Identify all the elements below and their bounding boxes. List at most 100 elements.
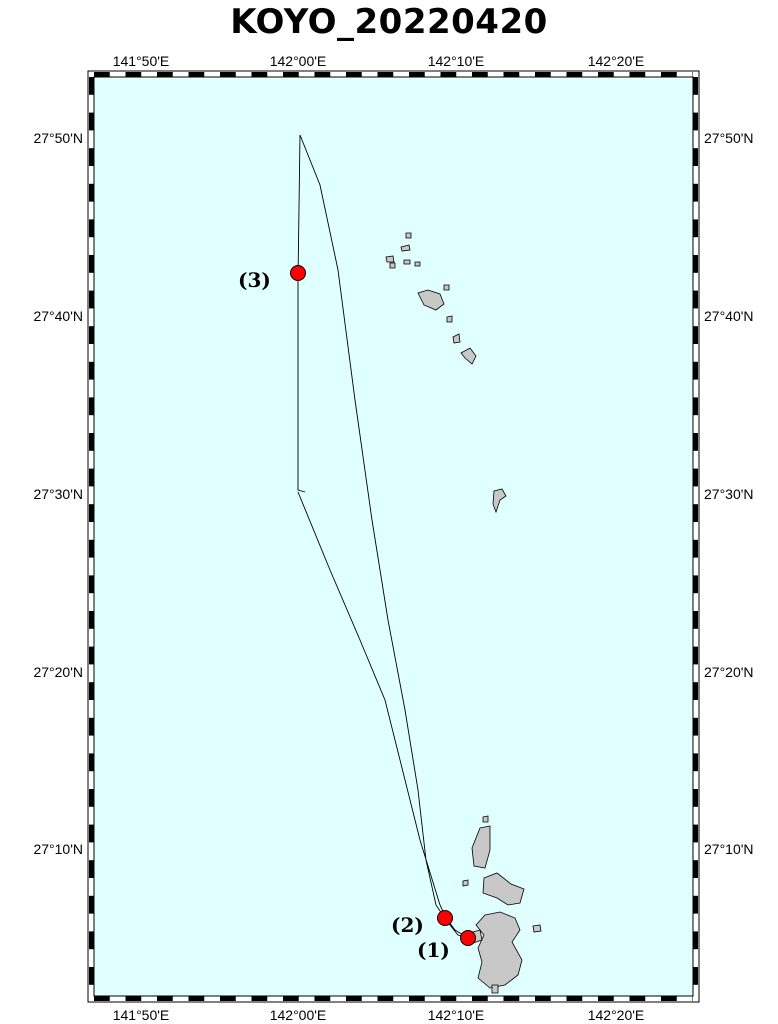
- frame-tick: [693, 860, 698, 878]
- frame-tick: [283, 996, 299, 1001]
- lat-label: 27°40'N: [704, 308, 754, 324]
- frame-tick: [693, 504, 698, 522]
- map-title: KOYO_20220420: [230, 2, 548, 42]
- map-frame: [87, 70, 700, 1003]
- frame-tick: [693, 895, 698, 914]
- frame-tick: [251, 72, 268, 77]
- frame-tick: [157, 72, 173, 77]
- frame-tick: [535, 996, 551, 1001]
- frame-tick: [693, 717, 698, 736]
- lat-label: 27°30'N: [33, 486, 83, 502]
- frame-tick: [89, 361, 94, 380]
- frame-tick: [94, 72, 110, 77]
- frame-tick: [693, 967, 698, 985]
- frame-tick: [346, 72, 362, 77]
- frame-tick: [89, 219, 94, 238]
- frame-tick: [89, 433, 94, 451]
- frame-tick: [89, 255, 94, 273]
- station-label-1: (1): [417, 938, 450, 962]
- frame-tick: [89, 148, 94, 166]
- frame-tick: [693, 361, 698, 380]
- frame-tick: [440, 72, 457, 77]
- frame-tick: [89, 717, 94, 736]
- lat-label: 27°50'N: [704, 130, 754, 146]
- frame-tick: [89, 753, 94, 772]
- frame-tick: [314, 996, 331, 1001]
- frame-tick: [693, 112, 698, 131]
- frame-tick: [89, 290, 94, 309]
- frame-tick: [472, 996, 488, 1001]
- frame-tick: [693, 77, 698, 95]
- frame-tick: [598, 72, 614, 77]
- lon-labels-top: 141°50'E 142°00'E 142°10'E 142°20'E: [113, 53, 645, 69]
- lat-label: 27°40'N: [33, 308, 83, 324]
- frame-tick: [693, 255, 698, 273]
- frame-tick: [692, 72, 693, 77]
- frame-tick: [693, 326, 698, 344]
- lat-label: 27°10'N: [704, 841, 754, 857]
- frame-tick: [693, 183, 698, 202]
- station-marker-1[interactable]: [460, 930, 476, 946]
- frame-tick: [693, 468, 698, 487]
- station-marker-3[interactable]: [290, 265, 306, 281]
- frame-tick: [693, 397, 698, 416]
- frame-tick: [377, 996, 394, 1001]
- lat-label: 27°20'N: [33, 664, 83, 680]
- frame-tick: [89, 682, 94, 700]
- lon-label: 142°20'E: [588, 53, 645, 69]
- frame-tick: [566, 72, 583, 77]
- lon-labels-bottom: 141°50'E 142°00'E 142°10'E 142°20'E: [113, 1007, 645, 1023]
- lat-labels-right: 27°50'N 27°40'N 27°30'N 27°20'N 27°10'N: [704, 130, 754, 857]
- lat-label: 27°30'N: [704, 486, 754, 502]
- frame-tick: [125, 996, 142, 1001]
- sea-area: [94, 77, 693, 996]
- frame-tick: [346, 996, 362, 1001]
- frame-tick: [377, 72, 394, 77]
- frame-tick: [89, 112, 94, 131]
- frame-tick: [89, 326, 94, 344]
- frame-tick: [188, 72, 205, 77]
- frame-tick: [503, 72, 520, 77]
- frame-tick: [89, 397, 94, 416]
- frame-tick: [89, 931, 94, 950]
- frame-tick: [535, 72, 551, 77]
- frame-tick: [89, 967, 94, 985]
- frame-tick: [566, 996, 583, 1001]
- lon-label: 142°00'E: [270, 1007, 327, 1023]
- lat-label: 27°50'N: [33, 130, 83, 146]
- station-marker-2[interactable]: [437, 910, 453, 926]
- frame-tick: [188, 996, 205, 1001]
- frame-tick: [157, 996, 173, 1001]
- frame-tick: [251, 996, 268, 1001]
- frame-tick: [89, 611, 94, 629]
- frame-tick: [693, 931, 698, 950]
- lon-label: 142°10'E: [428, 1007, 485, 1023]
- frame-tick: [661, 996, 677, 1001]
- frame-tick: [693, 539, 698, 558]
- frame-tick: [89, 504, 94, 522]
- frame-tick: [693, 611, 698, 629]
- frame-tick: [693, 433, 698, 451]
- lon-label: 141°50'E: [113, 53, 170, 69]
- frame-tick: [629, 996, 646, 1001]
- frame-tick: [693, 682, 698, 700]
- lat-labels-left: 27°50'N 27°40'N 27°30'N 27°20'N 27°10'N: [33, 130, 83, 857]
- lat-label: 27°20'N: [704, 664, 754, 680]
- frame-tick: [598, 996, 614, 1001]
- frame-tick: [693, 575, 698, 594]
- lon-label: 142°20'E: [588, 1007, 645, 1023]
- frame-tick: [472, 72, 488, 77]
- frame-tick: [661, 72, 677, 77]
- frame-tick: [409, 996, 425, 1001]
- land: [385, 232, 542, 994]
- frame-tick: [629, 72, 646, 77]
- frame-tick: [125, 72, 142, 77]
- lat-label: 27°10'N: [33, 841, 83, 857]
- frame-tick: [693, 219, 698, 238]
- frame-tick: [220, 72, 236, 77]
- frame-tick: [409, 72, 425, 77]
- frame-tick: [89, 860, 94, 878]
- frame-tick: [89, 646, 94, 665]
- frame-tick: [693, 789, 698, 807]
